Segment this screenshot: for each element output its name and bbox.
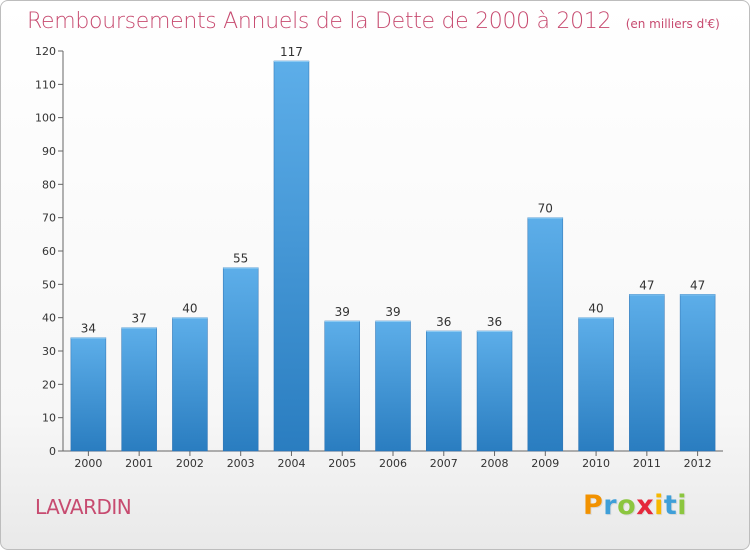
value-label: 34	[81, 322, 96, 336]
bars	[70, 60, 716, 452]
x-tick-label: 2012	[684, 457, 712, 470]
value-label: 40	[588, 302, 603, 316]
x-tick-label: 2003	[227, 457, 255, 470]
y-tick-label: 40	[42, 312, 56, 325]
x-tick-label: 2010	[582, 457, 610, 470]
value-label: 55	[233, 252, 248, 266]
value-label: 36	[436, 315, 451, 329]
x-tick-label: 2007	[430, 457, 458, 470]
y-tick-label: 0	[49, 445, 56, 458]
y-tick-label: 10	[42, 412, 56, 425]
value-label: 47	[639, 278, 654, 292]
bar-2008	[476, 330, 513, 452]
logo-letter: t	[663, 490, 678, 521]
y-tick-label: 20	[42, 378, 56, 391]
value-label: 117	[280, 45, 303, 59]
y-tick-label: 110	[35, 78, 56, 91]
x-tick-label: 2004	[277, 457, 305, 470]
bar-2001	[121, 327, 157, 452]
commune-name: LAVARDIN	[35, 495, 132, 519]
x-tick-label: 2000	[74, 457, 102, 470]
x-tick-label: 2011	[633, 457, 661, 470]
bar-2011	[629, 294, 665, 452]
logo-letter: i	[654, 490, 664, 521]
bar-2010	[578, 317, 614, 452]
value-label: 37	[132, 312, 147, 326]
value-label: 40	[182, 302, 197, 316]
x-tick-label: 2002	[176, 457, 204, 470]
x-tick-label: 2006	[379, 457, 407, 470]
value-label: 47	[690, 278, 705, 292]
logo-letter: o	[617, 490, 637, 521]
y-tick-label: 50	[42, 278, 56, 291]
proxiti-logo: Proxiti	[583, 490, 687, 521]
chart-title: Remboursements Annuels de la Dette de 20…	[27, 9, 612, 34]
y-tick-label: 120	[35, 45, 56, 58]
y-tick-label: 30	[42, 345, 56, 358]
y-tick-label: 100	[35, 112, 56, 125]
logo-letter: P	[583, 490, 604, 521]
value-label: 39	[385, 305, 400, 319]
x-tick-label: 2008	[481, 457, 509, 470]
bar-2012	[679, 294, 716, 452]
x-tick-label: 2001	[125, 457, 153, 470]
value-label: 39	[335, 305, 350, 319]
x-tick-label: 2009	[531, 457, 559, 470]
bar-2004	[273, 60, 310, 452]
chart-subtitle: (en milliers d'€)	[625, 17, 720, 31]
bar-2006	[375, 320, 411, 452]
value-label: 70	[538, 202, 553, 216]
logo-letter: r	[603, 490, 618, 521]
value-label: 36	[487, 315, 502, 329]
logo-letter: i	[677, 490, 688, 521]
bar-2003	[222, 267, 259, 452]
y-tick-label: 70	[42, 212, 56, 225]
title-line: Remboursements Annuels de la Dette de 20…	[27, 9, 720, 34]
y-tick-label: 60	[42, 245, 56, 258]
logo-letter: x	[636, 490, 655, 521]
labels: 2000 34 2001 37 2002 40 2003 55 2004 117 2005 39 200…	[74, 45, 711, 470]
x-tick-label: 2005	[328, 457, 356, 470]
bar-2007	[426, 330, 462, 452]
bar-2002	[172, 317, 208, 452]
bar-2009	[527, 217, 564, 452]
y-tick-label: 90	[42, 145, 56, 158]
y-tick-label: 80	[42, 178, 56, 191]
bar-2005	[324, 320, 360, 452]
bar-2000	[70, 337, 107, 452]
